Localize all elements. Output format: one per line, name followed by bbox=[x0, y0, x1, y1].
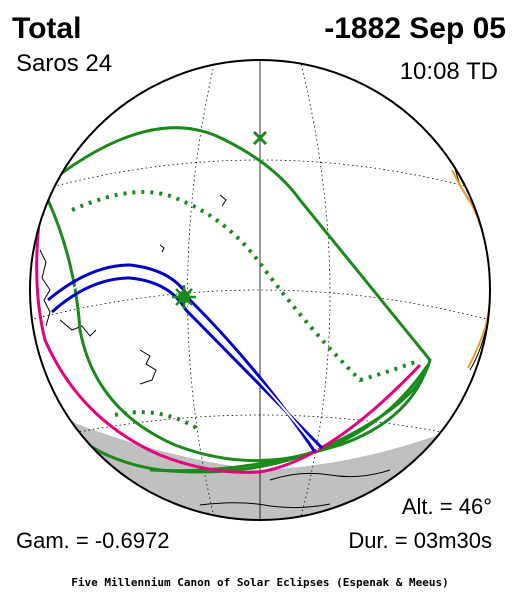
eclipse-date: -1882 Sep 05 bbox=[324, 12, 506, 45]
eclipse-type-title: Total bbox=[12, 12, 82, 45]
saros-label: Saros 24 bbox=[16, 50, 113, 77]
penumbra-inner-limit bbox=[46, 199, 430, 463]
greatest-eclipse-star-icon bbox=[172, 285, 196, 309]
eclipse-time: 10:08 TD bbox=[399, 58, 498, 85]
penumbra-loop bbox=[149, 364, 430, 473]
magnitude-curve-south bbox=[114, 410, 202, 432]
globe-outline bbox=[29, 59, 491, 521]
gamma-readout: Gam. = -0.6972 bbox=[16, 528, 170, 553]
altitude-readout: Alt. = 46° bbox=[401, 494, 492, 519]
magnitude-curve-north bbox=[71, 190, 421, 383]
rise-set-curve bbox=[35, 197, 422, 474]
duration-readout: Dur. = 03m30s bbox=[348, 528, 492, 553]
penumbra-outer-limit bbox=[30, 126, 432, 474]
subsolar-x-icon bbox=[252, 130, 268, 146]
credit-footer: Five Millennium Canon of Solar Eclipses … bbox=[71, 576, 449, 589]
